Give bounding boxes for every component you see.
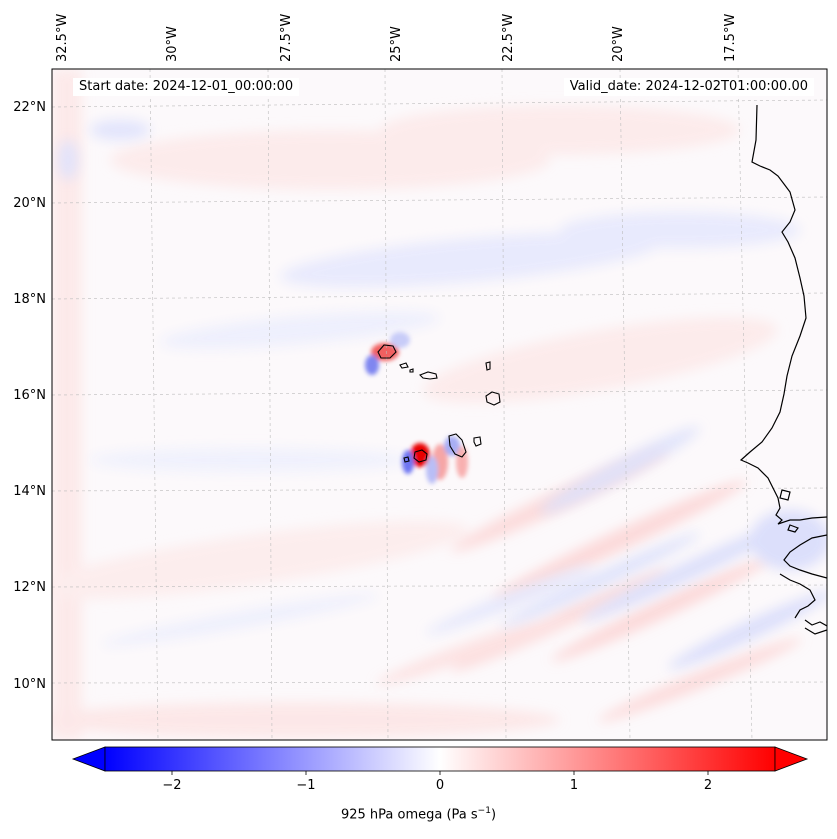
colorbar-tick-label: 1 [570, 778, 578, 793]
africa-coastline [739, 104, 827, 525]
valid-date-label: Valid_date: 2024-12-02T01:00:00.00 [563, 78, 814, 96]
graticule [52, 69, 827, 740]
lat-label: 22°N [13, 100, 46, 115]
colorbar-label-exponent: −1 [477, 806, 491, 816]
colorbar-ticks: −2 −1 0 1 2 [162, 771, 712, 793]
colorbar-label-end: ) [490, 807, 497, 823]
lat-label: 20°N [13, 196, 46, 211]
colorbar: −2 −1 0 1 2 [71, 746, 809, 793]
lon-label: 25°W [389, 26, 404, 62]
lon-label: 27.5°W [279, 14, 294, 62]
colorbar-low-extend [71, 746, 106, 772]
lon-label: 30°W [165, 26, 180, 62]
lon-label: 20°W [611, 26, 626, 62]
lat-label: 14°N [13, 484, 46, 499]
colorbar-tick-label: −1 [296, 778, 315, 793]
longitude-labels: 32.5°W 30°W 27.5°W 25°W 22.5°W 20°W 17.5… [55, 14, 738, 62]
colorbar-label: 925 hPa omega (Pa s−1) [0, 806, 837, 822]
island-boa-vista [485, 391, 501, 406]
cape-verde-islands [377, 344, 501, 463]
lat-label: 12°N [13, 580, 46, 595]
island-maio [473, 436, 482, 447]
colorbar-tick-label: 0 [436, 778, 444, 793]
lat-label: 16°N [13, 388, 46, 403]
colorbar-gradient [104, 746, 776, 772]
island-santo-antao [377, 344, 397, 359]
colorbar-high-extend [774, 746, 809, 772]
island-santiago [448, 433, 467, 458]
lon-label: 22.5°W [501, 14, 516, 62]
island-sal [485, 361, 491, 371]
lat-label: 10°N [13, 677, 46, 692]
lon-label: 32.5°W [55, 14, 70, 62]
island-sao-nicolau [419, 371, 438, 380]
colorbar-tick-label: 2 [704, 778, 712, 793]
lon-label: 17.5°W [723, 14, 738, 62]
island-fogo [413, 449, 428, 463]
colorbar-label-main: 925 hPa omega (Pa s [340, 807, 478, 823]
island-santa-luzia [409, 368, 414, 373]
start-date-label: Start date: 2024-12-01_00:00:00 [73, 78, 300, 96]
lat-label: 18°N [13, 292, 46, 307]
island-brava [403, 456, 410, 463]
coastlines [739, 104, 827, 635]
island-sao-vicente [399, 362, 409, 369]
map-frame [51, 68, 828, 741]
omega-field [52, 69, 827, 740]
latitude-labels: 22°N 20°N 18°N 16°N 14°N 12°N 10°N [13, 100, 46, 692]
colorbar-tick-label: −2 [162, 778, 181, 793]
